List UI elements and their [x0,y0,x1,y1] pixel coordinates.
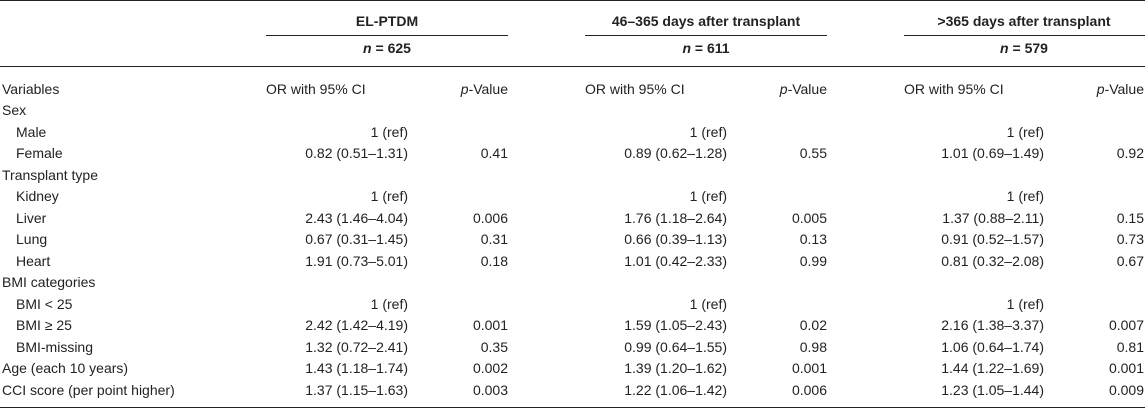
odds-ratio-cell: 1.76 (1.18–2.64) [624,209,727,226]
odds-ratio-cell: 1 (ref) [370,123,408,140]
col-header-p-2: p-Value [779,81,827,97]
p-value-cell: 0.18 [480,252,508,269]
row-sublabel: Female [16,145,63,161]
p-value-cell: 0.006 [472,209,508,226]
col-header-or-1: OR with 95% CI [266,81,366,97]
odds-ratio-cell: 1 (ref) [370,188,408,204]
odds-ratio-cell: 1.44 (1.22–1.69) [941,360,1044,376]
group-title-46-365: 46–365 days after transplant [611,13,801,29]
col-header-or-2: OR with 95% CI [585,81,685,97]
odds-ratio-cell: 1 (ref) [689,123,727,140]
p-value-cell: 0.001 [791,360,827,376]
row-sublabel: BMI < 25 [16,295,73,312]
odds-ratio-cell: 0.89 (0.62–1.28) [624,145,727,161]
p-value-cell: 0.006 [791,381,827,398]
p-value-cell: 0.001 [472,317,508,333]
odds-ratio-cell: 1 (ref) [689,188,727,204]
p-value-cell: 0.009 [1108,381,1144,398]
row-label: CCI score (per point higher) [2,381,175,398]
p-value-cell: 0.13 [799,231,827,247]
odds-ratio-cell: 1.59 (1.05–2.43) [624,317,727,333]
p-value-cell: 0.41 [480,145,508,161]
header-rule [0,66,1145,67]
row-sublabel: Lung [16,231,48,247]
p-value-cell: 0.55 [799,145,827,161]
odds-ratio-cell: 2.42 (1.42–4.19) [305,317,408,333]
row-label: Age (each 10 years) [2,360,129,376]
odds-ratio-cell: 1.23 (1.05–1.44) [941,381,1044,398]
odds-ratio-cell: 1.22 (1.06–1.42) [624,381,727,398]
odds-ratio-cell: 2.16 (1.38–3.37) [941,317,1044,333]
odds-ratio-cell: 1.37 (1.15–1.63) [305,381,408,398]
odds-ratio-cell: 1.43 (1.18–1.74) [305,360,408,376]
p-value-cell: 0.81 [1116,338,1144,355]
odds-ratio-cell: 0.66 (0.39–1.13) [624,231,727,247]
p-value-cell: 0.73 [1116,231,1144,247]
odds-ratio-cell: 1 (ref) [1006,188,1044,204]
odds-ratio-cell: 1.32 (0.72–2.41) [305,338,408,355]
group-title-el-ptdm: EL-PTDM [355,13,419,29]
group-rule-1 [266,35,508,36]
p-value-cell: 0.15 [1116,209,1144,226]
col-header-or-3: OR with 95% CI [904,81,1004,97]
odds-ratio-cell: 0.91 (0.52–1.57) [941,231,1044,247]
group-rule-3 [904,35,1145,36]
odds-ratio-cell: 0.82 (0.51–1.31) [305,145,408,161]
odds-ratio-cell: 1.91 (0.73–5.01) [305,252,408,269]
p-value-cell: 0.003 [472,381,508,398]
row-label: Transplant type [2,166,98,183]
group-rule-2 [585,35,827,36]
col-header-p-1: p-Value [460,81,508,97]
group-n-3: n = 579 [1000,40,1048,56]
p-value-cell: 0.002 [472,360,508,376]
row-sublabel: Liver [16,209,47,226]
group-n-1: n = 625 [363,40,411,56]
p-value-cell: 0.35 [480,338,508,355]
odds-ratio-cell: 0.99 (0.64–1.55) [624,338,727,355]
odds-ratio-cell: 1 (ref) [689,295,727,312]
p-value-cell: 0.99 [799,252,827,269]
col-header-p-3: p-Value [1096,81,1144,97]
row-label: BMI categories [2,274,96,290]
row-label: Sex [2,102,27,118]
odds-ratio-cell: 1.01 (0.69–1.49) [941,145,1044,161]
odds-ratio-cell: 1.01 (0.42–2.33) [624,252,727,269]
top-rule [0,0,1145,1]
odds-ratio-cell: 1.39 (1.20–1.62) [624,360,727,376]
p-value-cell: 0.001 [1108,360,1144,376]
row-sublabel: BMI-missing [16,338,94,355]
odds-ratio-cell: 1 (ref) [1006,123,1044,140]
group-n-2: n = 611 [682,40,730,56]
row-sublabel: Heart [16,252,51,269]
col-header-variables: Variables [2,81,60,97]
odds-ratio-cell: 1 (ref) [1006,295,1044,312]
odds-ratio-cell: 1.37 (0.88–2.11) [942,209,1044,226]
odds-ratio-cell: 0.67 (0.31–1.45) [305,231,408,247]
p-value-cell: 0.92 [1116,145,1144,161]
group-title-365plus: >365 days after transplant [937,13,1111,29]
p-value-cell: 0.67 [1116,252,1144,269]
row-sublabel: Kidney [16,188,59,204]
p-value-cell: 0.005 [791,209,827,226]
odds-ratio-cell: 0.81 (0.32–2.08) [941,252,1044,269]
p-value-cell: 0.02 [799,317,827,333]
p-value-cell: 0.31 [480,231,508,247]
odds-ratio-cell: 1.06 (0.64–1.74) [941,338,1044,355]
odds-ratio-cell: 2.43 (1.46–4.04) [305,209,408,226]
p-value-cell: 0.98 [799,338,827,355]
row-sublabel: BMI ≥ 25 [16,317,72,333]
odds-ratio-cell: 1 (ref) [370,295,408,312]
p-value-cell: 0.007 [1108,317,1144,333]
row-sublabel: Male [16,123,47,140]
